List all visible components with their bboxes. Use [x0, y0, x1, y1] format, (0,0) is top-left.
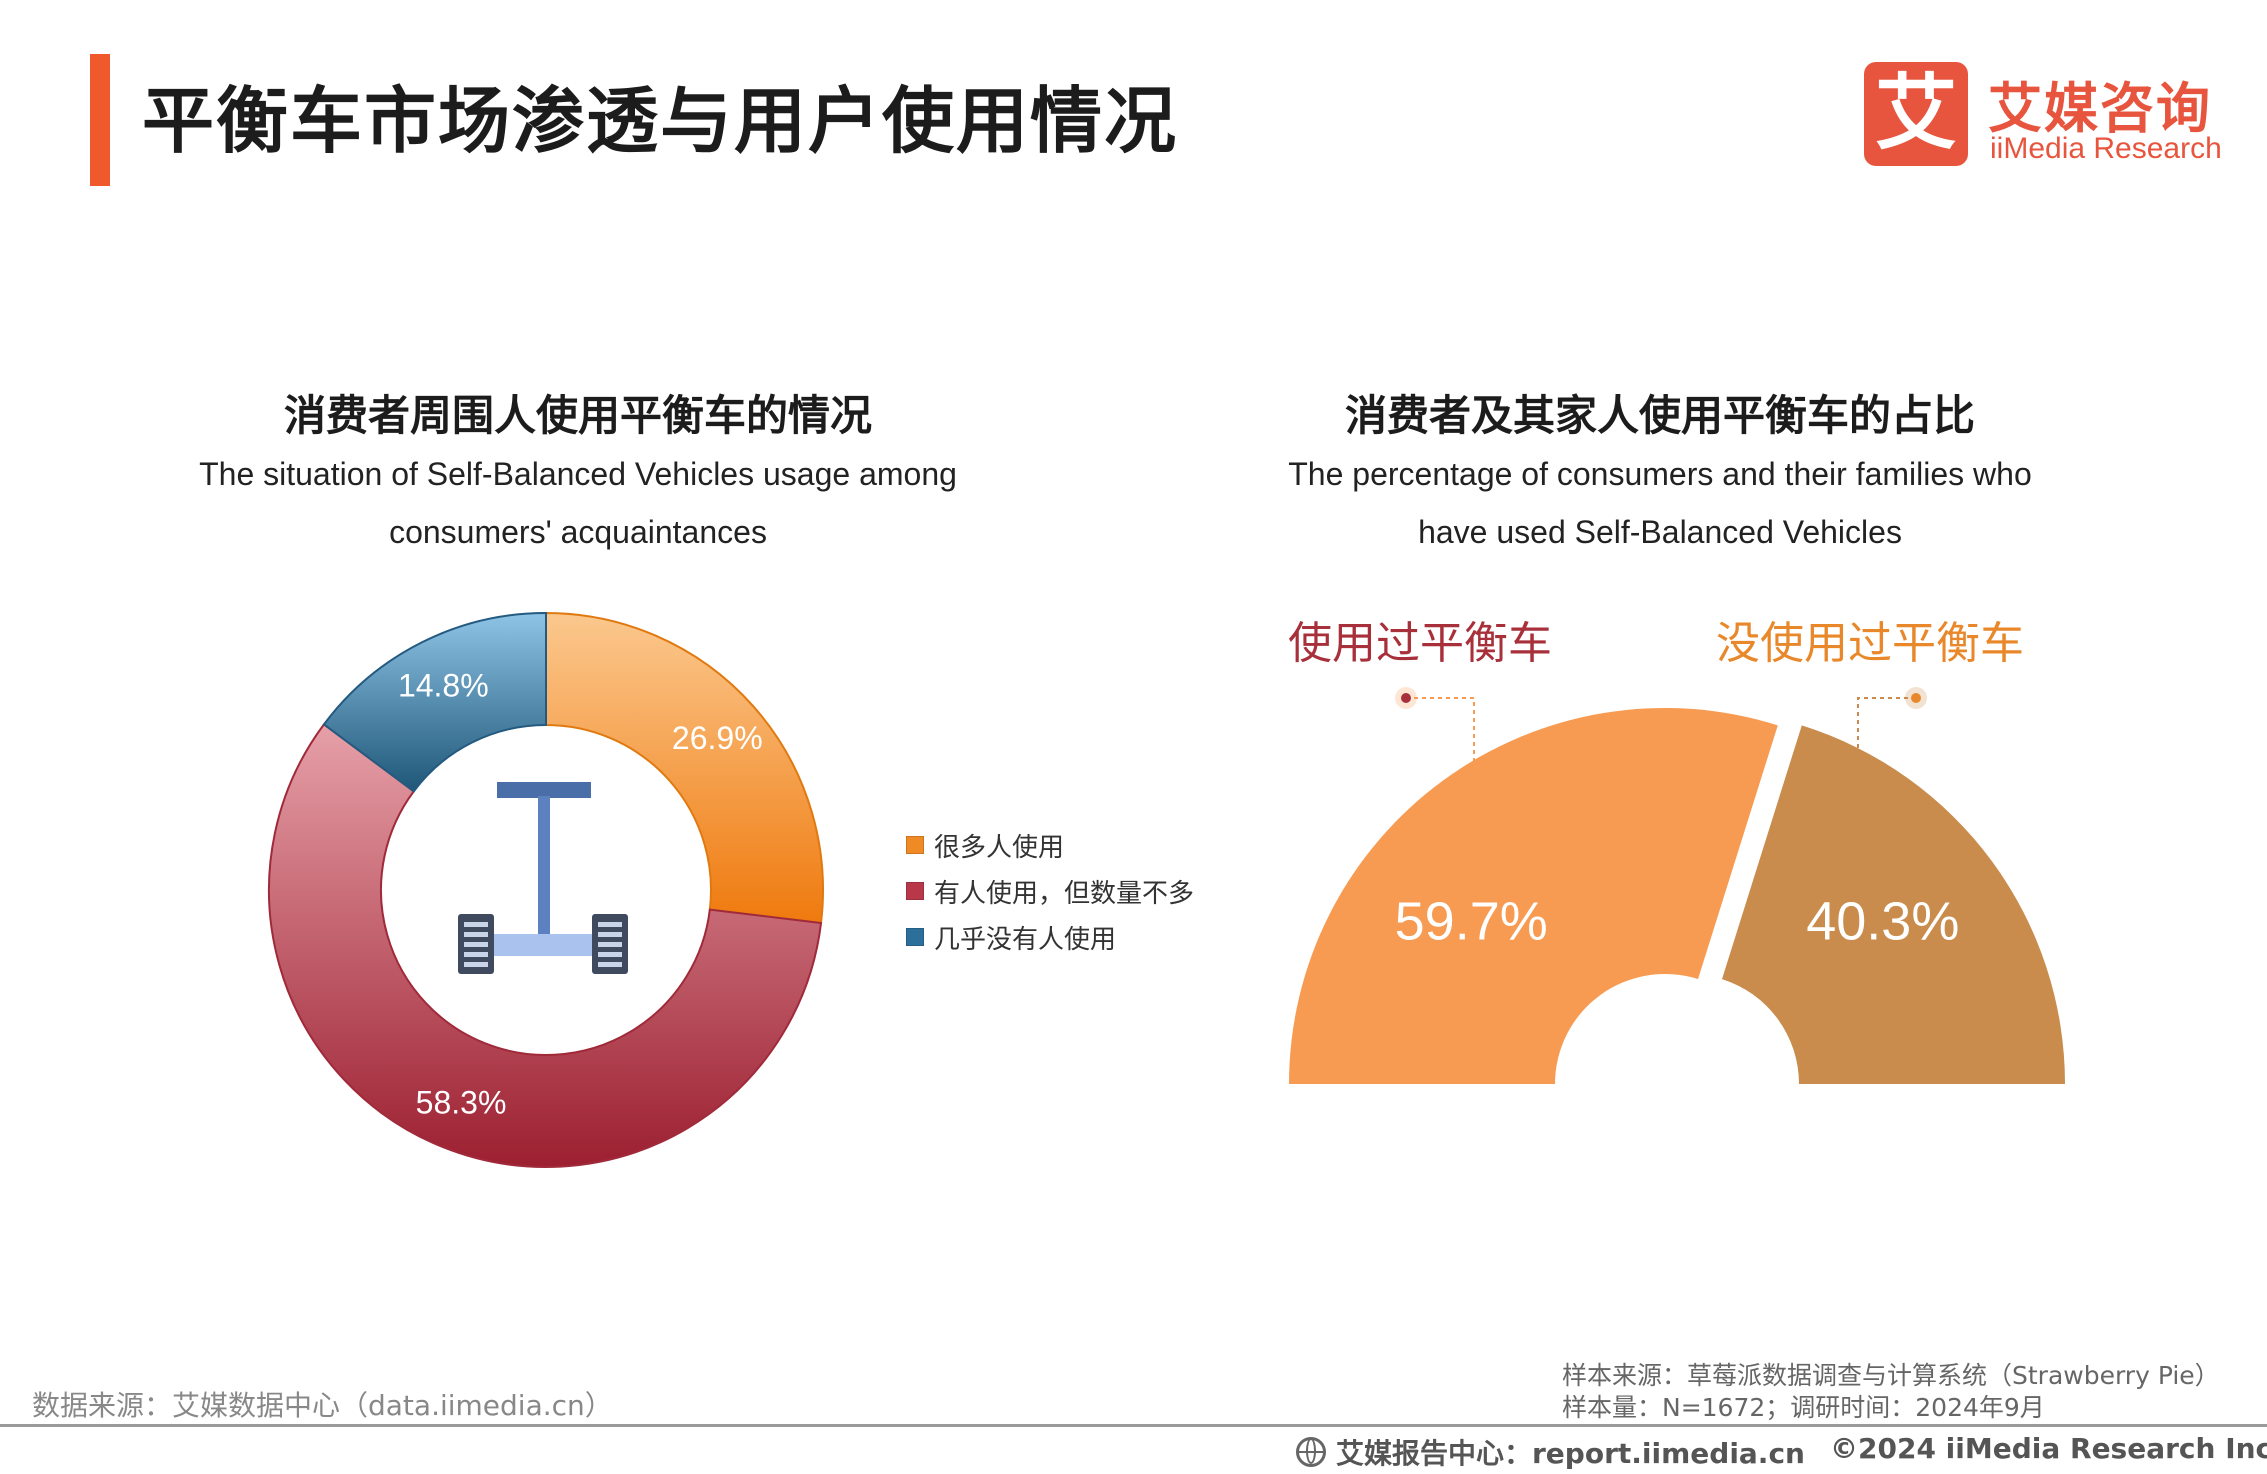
half-donut-slice [1289, 707, 1778, 1084]
donut-data-label: 58.3% [416, 1085, 507, 1121]
half-donut-chart: 59.7% 40.3% 使用过平衡车 没使用过平衡车 [1288, 618, 2065, 1084]
globe-icon [1296, 1437, 1326, 1467]
legend-label: 很多人使用 [934, 832, 1065, 863]
donut-data-label: 26.9% [672, 720, 763, 756]
leader-dot [1401, 693, 1411, 703]
logo-text-en: iiMedia Research [1990, 132, 2222, 165]
donut-chart-subtitle: The situation of Self-Balanced Vehicles … [128, 445, 1028, 561]
logo-mark: 艾 [1864, 62, 1968, 166]
half-donut-slice [1722, 725, 2065, 1084]
donut-legend: 很多人使用 有人使用，但数量不多 几乎没有人使用 [906, 822, 1194, 960]
legend-item: 几乎没有人使用 [906, 914, 1194, 960]
donut-subtitle-line-1: The situation of Self-Balanced Vehicles … [199, 456, 957, 492]
donut-slice [322, 611, 547, 793]
half-donut-subtitle-line-1: The percentage of consumers and their fa… [1288, 456, 2032, 492]
donut-subtitle-line-2: consumers' acquaintances [389, 514, 767, 550]
report-center-text: 艾媒报告中心：report.iimedia.cn [1336, 1437, 1805, 1470]
legend-swatch-orange [906, 836, 924, 854]
half-donut-category-label: 没使用过平衡车 [1716, 618, 2024, 669]
legend-item: 有人使用，但数量不多 [906, 868, 1194, 914]
half-donut-chart-subtitle: The percentage of consumers and their fa… [1210, 445, 2110, 561]
half-donut-chart-title: 消费者及其家人使用平衡车的占比 [1344, 391, 1975, 440]
data-source: 数据来源：艾媒数据中心（data.iimedia.cn） [32, 1389, 613, 1422]
leader-line [1857, 697, 1916, 870]
half-donut-data-label: 59.7% [1395, 891, 1548, 951]
sample-source: 样本来源：草莓派数据调查与计算系统（Strawberry Pie） [1562, 1361, 2220, 1390]
legend-label: 有人使用，但数量不多 [934, 878, 1195, 909]
logo-text-cn: 艾媒咨询 [1988, 77, 2212, 140]
donut-data-label: 14.8% [398, 667, 489, 703]
leader-dot [1911, 693, 1921, 703]
brand-logo: 艾 艾媒咨询 iiMedia Research [1864, 62, 2224, 172]
half-donut-data-label: 40.3% [1806, 891, 1959, 951]
legend-swatch-red [906, 882, 924, 900]
donut-chart-title: 消费者周围人使用平衡车的情况 [283, 391, 872, 440]
legend-label: 几乎没有人使用 [934, 924, 1117, 955]
legend-swatch-blue [906, 928, 924, 946]
self-balancing-scooter-icon [458, 782, 628, 974]
donut-slice [545, 611, 824, 925]
half-donut-subtitle-line-2: have used Self-Balanced Vehicles [1418, 514, 1902, 550]
report-center: 艾媒报告中心：report.iimedia.cn [1296, 1432, 1805, 1472]
sample-size: 样本量：N=1672；调研时间：2024年9月 [1562, 1393, 2045, 1422]
donut-slice [268, 722, 823, 1168]
legend-item: 很多人使用 [906, 822, 1194, 868]
footer-divider [0, 1424, 2267, 1427]
page-title: 平衡车市场渗透与用户使用情况 [142, 79, 1179, 163]
half-donut-category-label: 使用过平衡车 [1288, 618, 1552, 669]
donut-chart: 26.9% 58.3% 14.8% [268, 611, 824, 1168]
leader-line [1406, 697, 1475, 880]
title-accent-bar [90, 54, 110, 186]
copyright: ©2024 iiMedia Research Inc [1830, 1432, 2267, 1465]
